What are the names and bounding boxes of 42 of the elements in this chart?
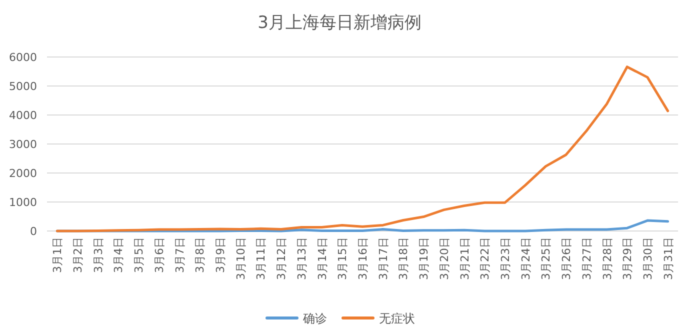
- x-tick-label: 3月16日: [356, 237, 370, 280]
- x-tick-label: 3月8日: [194, 237, 207, 273]
- y-tick-label: 1000: [9, 196, 37, 209]
- y-tick-label: 2000: [9, 167, 37, 180]
- x-tick-label: 3月6日: [152, 237, 166, 273]
- y-tick-label: 4000: [9, 109, 37, 122]
- x-tick-label: 3月30日: [641, 237, 654, 280]
- y-tick-label: 5000: [9, 80, 37, 93]
- x-tick-label: 3月28日: [600, 237, 614, 280]
- y-tick-label: 0: [30, 225, 37, 238]
- x-tick-label: 3月5日: [132, 237, 146, 273]
- x-tick-label: 3月21日: [458, 237, 472, 280]
- x-tick-label: 3月20日: [438, 237, 451, 280]
- x-tick-label: 3月7日: [173, 237, 186, 273]
- x-tick-label: 3月3日: [92, 237, 105, 273]
- x-tick-label: 3月27日: [580, 237, 594, 280]
- x-tick-label: 3月1日: [51, 237, 64, 273]
- x-tick-label: 3月24日: [519, 237, 532, 280]
- x-tick-label: 3月13日: [295, 237, 308, 280]
- legend-label: 无症状: [379, 312, 415, 326]
- x-tick-label: 3月2日: [72, 237, 85, 273]
- x-tick-label: 3月31日: [662, 237, 675, 280]
- x-tick-label: 3月26日: [560, 237, 574, 280]
- legend-label: 确诊: [302, 312, 327, 326]
- x-tick-label: 3月11日: [254, 237, 268, 280]
- x-tick-label: 3月18日: [397, 237, 410, 280]
- x-tick-label: 3月15日: [336, 237, 350, 280]
- x-tick-label: 3月17日: [376, 237, 390, 280]
- x-tick-label: 3月19日: [418, 237, 431, 280]
- chart-title: 3月上海每日新增病例: [258, 13, 422, 33]
- y-tick-label: 3000: [9, 138, 37, 151]
- x-tick-label: 3月29日: [621, 237, 634, 280]
- line-series: [56, 66, 670, 232]
- y-tick-label: 6000: [9, 51, 37, 64]
- x-tick-label: 3月23日: [498, 237, 512, 280]
- x-tick-label: 3月10日: [234, 237, 248, 280]
- x-tick-label: 3月14日: [316, 237, 329, 280]
- x-tick-label: 3月25日: [540, 237, 553, 280]
- x-tick-label: 3月22日: [478, 237, 492, 280]
- x-tick-label: 3月4日: [112, 237, 126, 273]
- x-tick-label: 3月12日: [275, 237, 288, 280]
- x-tick-label: 3月9日: [214, 237, 228, 273]
